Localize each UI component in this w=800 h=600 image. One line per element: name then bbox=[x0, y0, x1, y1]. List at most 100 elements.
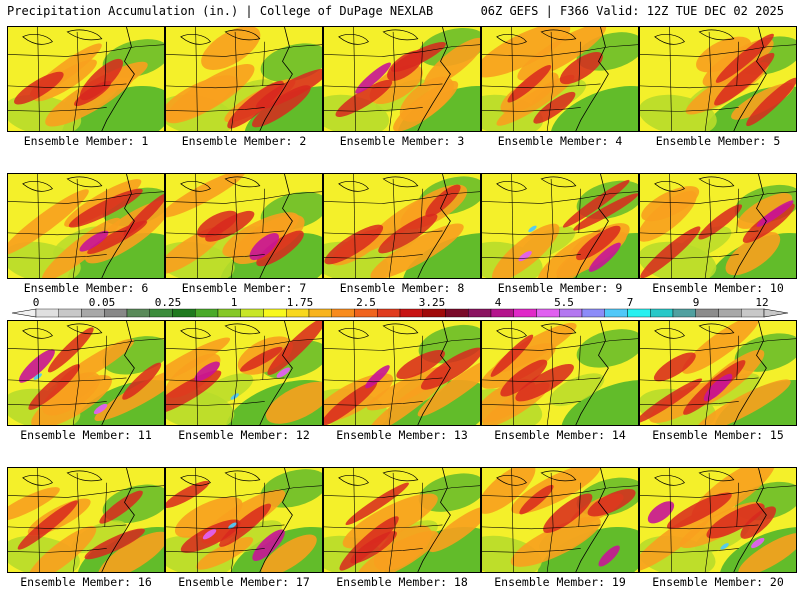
ensemble-member-map bbox=[639, 467, 797, 573]
ensemble-member-map bbox=[7, 173, 165, 279]
colorbar-segment bbox=[217, 308, 241, 318]
ensemble-member-label: Ensemble Member: 2 bbox=[181, 134, 307, 148]
colorbar-segment bbox=[604, 308, 628, 318]
colorbar-segment bbox=[149, 308, 173, 318]
precip-map-svg bbox=[166, 468, 322, 572]
ensemble-member-map bbox=[481, 173, 639, 279]
colorbar-segment bbox=[377, 308, 401, 318]
ensemble-member-map bbox=[165, 26, 323, 132]
colorbar-segment bbox=[263, 308, 287, 318]
ensemble-member-map bbox=[481, 26, 639, 132]
ensemble-member-label: Ensemble Member: 6 bbox=[23, 281, 149, 295]
ensemble-member-label: Ensemble Member: 16 bbox=[20, 575, 152, 589]
ensemble-member-label: Ensemble Member: 5 bbox=[655, 134, 781, 148]
colorbar-segment bbox=[354, 308, 378, 318]
colorbar-segment bbox=[172, 308, 196, 318]
ensemble-member-map bbox=[481, 320, 639, 426]
colorbar-segment bbox=[536, 308, 560, 318]
precip-map-svg bbox=[8, 174, 164, 278]
ensemble-member-label: Ensemble Member: 20 bbox=[652, 575, 784, 589]
ensemble-member-label: Ensemble Member: 12 bbox=[178, 428, 310, 442]
ensemble-member-label: Ensemble Member: 18 bbox=[336, 575, 468, 589]
colorbar-segment bbox=[104, 308, 128, 318]
precip-map-svg bbox=[482, 321, 638, 425]
precip-map-svg bbox=[324, 321, 480, 425]
colorbar-tick-label: 12 bbox=[755, 296, 769, 309]
ensemble-member-map bbox=[165, 173, 323, 279]
precip-map-svg bbox=[8, 321, 164, 425]
colorbar-graphic bbox=[11, 308, 789, 318]
header-title: Precipitation Accumulation (in.) | Colle… bbox=[7, 4, 434, 18]
colorbar-tick-label: 3.25 bbox=[418, 296, 446, 309]
colorbar-tick-label: 1 bbox=[230, 296, 238, 309]
colorbar-tick-label: 0 bbox=[32, 296, 40, 309]
colorbar-tick-label: 0.05 bbox=[88, 296, 116, 309]
colorbar-segment bbox=[695, 308, 719, 318]
ensemble-member-map bbox=[323, 26, 481, 132]
precip-map-svg bbox=[324, 174, 480, 278]
colorbar-segment bbox=[490, 308, 514, 318]
ensemble-member-map bbox=[481, 467, 639, 573]
ensemble-member-map bbox=[639, 320, 797, 426]
ensemble-member-label: Ensemble Member: 9 bbox=[497, 281, 623, 295]
colorbar-segment bbox=[741, 308, 765, 318]
ensemble-member-map bbox=[639, 26, 797, 132]
precip-map-svg bbox=[166, 321, 322, 425]
ensemble-member-label: Ensemble Member: 7 bbox=[181, 281, 307, 295]
precip-map-svg bbox=[324, 27, 480, 131]
colorbar-left-arrow bbox=[11, 308, 37, 318]
precip-map-svg bbox=[640, 468, 796, 572]
colorbar: 0 0.05 0.25 1 1.75 2.5 3.25 4 5.5 7 9 12 bbox=[0, 296, 800, 320]
colorbar-segment bbox=[126, 308, 150, 318]
precip-map-svg bbox=[166, 174, 322, 278]
precip-map-svg bbox=[482, 468, 638, 572]
precip-map-svg bbox=[8, 27, 164, 131]
ensemble-member-map bbox=[165, 467, 323, 573]
colorbar-tick-label: 9 bbox=[692, 296, 700, 309]
ensemble-member-map bbox=[323, 173, 481, 279]
colorbar-segment bbox=[81, 308, 105, 318]
precip-map-svg bbox=[640, 321, 796, 425]
precip-map-svg bbox=[482, 27, 638, 131]
precip-map-svg bbox=[8, 468, 164, 572]
ensemble-member-label: Ensemble Member: 8 bbox=[339, 281, 465, 295]
colorbar-segment bbox=[331, 308, 355, 318]
header-run-info: 06Z GEFS | F366 Valid: 12Z TUE DEC 02 20… bbox=[480, 4, 784, 18]
colorbar-segment bbox=[468, 308, 492, 318]
ensemble-member-map bbox=[7, 467, 165, 573]
ensemble-member-label: Ensemble Member: 3 bbox=[339, 134, 465, 148]
colorbar-segment bbox=[399, 308, 423, 318]
colorbar-segment bbox=[718, 308, 742, 318]
colorbar-segment bbox=[308, 308, 332, 318]
ensemble-member-label: Ensemble Member: 4 bbox=[497, 134, 623, 148]
ensemble-member-map bbox=[7, 26, 165, 132]
colorbar-segment bbox=[581, 308, 605, 318]
colorbar-segment bbox=[627, 308, 651, 318]
ensemble-member-map bbox=[323, 467, 481, 573]
ensemble-member-label: Ensemble Member: 11 bbox=[20, 428, 152, 442]
colorbar-segment bbox=[672, 308, 696, 318]
colorbar-segment bbox=[559, 308, 583, 318]
ensemble-member-label: Ensemble Member: 13 bbox=[336, 428, 468, 442]
ensemble-member-label: Ensemble Member: 1 bbox=[23, 134, 149, 148]
colorbar-segment bbox=[445, 308, 469, 318]
ensemble-member-label: Ensemble Member: 15 bbox=[652, 428, 784, 442]
ensemble-member-map bbox=[165, 320, 323, 426]
colorbar-tick-label: 4 bbox=[494, 296, 502, 309]
colorbar-segment bbox=[422, 308, 446, 318]
ensemble-member-label: Ensemble Member: 10 bbox=[652, 281, 784, 295]
colorbar-segment bbox=[195, 308, 219, 318]
precip-map-svg bbox=[640, 174, 796, 278]
ensemble-member-map bbox=[639, 173, 797, 279]
colorbar-segment bbox=[650, 308, 674, 318]
ensemble-member-label: Ensemble Member: 14 bbox=[494, 428, 626, 442]
colorbar-segment bbox=[240, 308, 264, 318]
colorbar-segment bbox=[513, 308, 537, 318]
ensemble-member-label: Ensemble Member: 19 bbox=[494, 575, 626, 589]
ensemble-member-map bbox=[7, 320, 165, 426]
precip-map-svg bbox=[324, 468, 480, 572]
ensemble-member-map bbox=[323, 320, 481, 426]
colorbar-tick-label: 5.5 bbox=[554, 296, 574, 309]
colorbar-segment bbox=[35, 308, 59, 318]
precip-map-svg bbox=[166, 27, 322, 131]
